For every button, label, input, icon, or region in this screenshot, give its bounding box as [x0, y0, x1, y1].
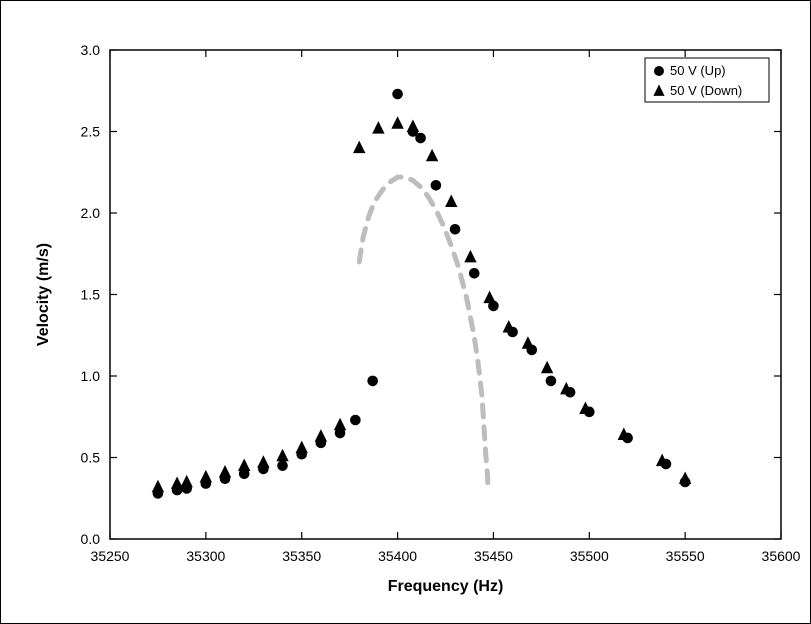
data-point	[654, 66, 664, 76]
data-point	[431, 180, 442, 191]
data-point	[546, 376, 557, 387]
svg-text:1.0: 1.0	[81, 368, 101, 384]
data-point	[367, 376, 378, 387]
svg-text:2.0: 2.0	[81, 205, 101, 221]
data-point	[415, 133, 426, 144]
svg-text:35500: 35500	[570, 548, 609, 564]
svg-text:3.0: 3.0	[81, 42, 101, 58]
legend-label: 50 V (Down)	[670, 83, 742, 98]
data-point	[277, 460, 288, 471]
svg-text:35350: 35350	[282, 548, 321, 564]
data-point	[392, 89, 403, 100]
svg-text:2.5: 2.5	[81, 124, 101, 140]
legend-label: 50 V (Up)	[670, 63, 726, 78]
svg-text:0.5: 0.5	[81, 450, 101, 466]
svg-text:35600: 35600	[762, 548, 801, 564]
y-axis-label: Velocity (m/s)	[35, 243, 52, 346]
data-point	[450, 224, 461, 235]
svg-text:35450: 35450	[474, 548, 513, 564]
chart-svg: 35250 35300 35350 35400 35450 35500 35550 35600…	[0, 0, 811, 624]
data-point	[350, 415, 361, 426]
svg-text:35400: 35400	[378, 548, 417, 564]
svg-text:35300: 35300	[186, 548, 225, 564]
data-point	[469, 268, 480, 279]
svg-text:1.5: 1.5	[81, 287, 101, 303]
chart-container: 35250 35300 35350 35400 35450 35500 35550 35600…	[0, 0, 811, 624]
svg-text:35250: 35250	[91, 548, 130, 564]
svg-text:35550: 35550	[666, 548, 705, 564]
x-axis-label: Frequency (Hz)	[388, 578, 504, 595]
svg-text:0.0: 0.0	[81, 531, 101, 547]
